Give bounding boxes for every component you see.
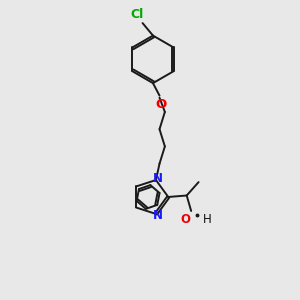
Text: Cl: Cl <box>130 8 144 21</box>
Text: N: N <box>152 208 162 222</box>
Text: H: H <box>202 213 211 226</box>
Text: N: N <box>153 172 163 185</box>
Text: O: O <box>156 98 167 111</box>
Text: O: O <box>181 213 190 226</box>
